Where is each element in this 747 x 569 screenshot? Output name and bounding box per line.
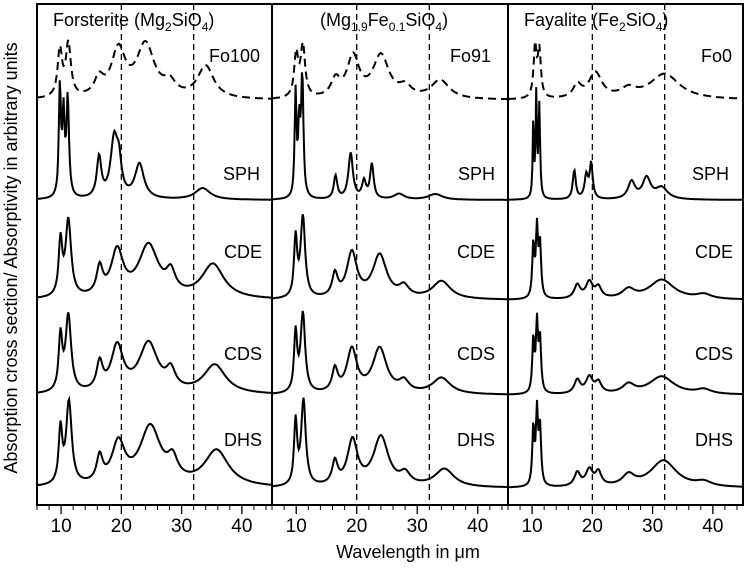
panel-title-part: ) — [662, 10, 668, 30]
panel-title-part: SiO — [172, 10, 202, 30]
spectrum-dhs-panel-1 — [36, 395, 273, 487]
plot-frame — [36, 3, 744, 506]
panel-title-3: Fayalite (Fe2SiO4) — [524, 10, 668, 34]
x-tick-label-40-panel-3: 40 — [702, 516, 723, 537]
curve-label-cds-panel-2: CDS — [457, 344, 495, 364]
spectrum-cde-panel-3 — [508, 217, 743, 301]
x-tick-label-20-panel-1: 20 — [111, 516, 132, 537]
spectrum-fo100-panel-1 — [36, 39, 272, 100]
x-tick-label-30-panel-2: 30 — [407, 516, 428, 537]
spectrum-dhs-panel-3 — [508, 399, 743, 489]
x-tick-label-10-panel-1: 10 — [51, 516, 72, 537]
spectrum-sph-panel-3 — [508, 87, 743, 201]
panel-title-part: (Mg — [320, 10, 351, 30]
x-tick-label-20-panel-2: 20 — [346, 516, 367, 537]
x-tick-label-10-panel-3: 10 — [522, 516, 543, 537]
x-axis-label: Wavelength in μm — [336, 542, 480, 562]
spectrum-sph-panel-1 — [37, 80, 272, 201]
x-tick-label-40-panel-1: 40 — [231, 516, 252, 537]
curve-label-fo100-panel-1: Fo100 — [209, 46, 260, 66]
spectrum-fo0-panel-3 — [507, 40, 744, 100]
curve-label-fo0-panel-3: Fo0 — [701, 46, 732, 66]
curve-label-cde-panel-3: CDE — [695, 242, 733, 262]
curve-label-sph-panel-2: SPH — [458, 164, 495, 184]
spectrum-sph-panel-2 — [271, 72, 508, 201]
panel-title-part: 2 — [165, 20, 172, 34]
curve-label-cds-panel-3: CDS — [695, 344, 733, 364]
panel-title-1: Forsterite (Mg2SiO4) — [53, 10, 214, 34]
x-tick-label-20-panel-3: 20 — [582, 516, 603, 537]
spectrum-cds-panel-3 — [507, 312, 743, 396]
curve-label-dhs-panel-3: DHS — [695, 430, 733, 450]
panel-title-part: 2 — [619, 20, 626, 34]
y-axis-label: Absorption cross section/ Absorptivity i… — [1, 42, 21, 473]
x-tick-label-40-panel-2: 40 — [467, 516, 488, 537]
spectrum-fo91-panel-2 — [271, 41, 508, 101]
x-tick-label-10-panel-2: 10 — [286, 516, 307, 537]
spectrum-cde-panel-1 — [36, 216, 273, 299]
curve-label-sph-panel-3: SPH — [692, 164, 729, 184]
curve-label-cde-panel-2: CDE — [457, 242, 495, 262]
spectrum-cds-panel-1 — [36, 312, 272, 394]
panel-title-part: 4 — [435, 20, 442, 34]
panel-title-part: Forsterite (Mg — [53, 10, 165, 30]
x-tick-label-30-panel-1: 30 — [171, 516, 192, 537]
curve-label-cds-panel-1: CDS — [224, 344, 262, 364]
panel-title-part: 4 — [656, 20, 663, 34]
spectrum-dhs-panel-2 — [272, 397, 508, 488]
panel-title-part: ) — [442, 10, 448, 30]
panel-title-part: 1.9 — [351, 20, 368, 34]
curve-label-dhs-panel-2: DHS — [457, 430, 495, 450]
panel-title-part: SiO — [626, 10, 656, 30]
curve-label-fo91-panel-2: Fo91 — [450, 46, 491, 66]
spectrum-cds-panel-2 — [271, 310, 509, 396]
curve-label-dhs-panel-1: DHS — [224, 430, 262, 450]
curve-label-sph-panel-1: SPH — [223, 164, 260, 184]
panel-title-part: SiO — [405, 10, 435, 30]
panel-title-part: ) — [208, 10, 214, 30]
spectrum-cde-panel-2 — [272, 214, 508, 301]
x-tick-label-30-panel-3: 30 — [642, 516, 663, 537]
panel-title-part: 4 — [202, 20, 209, 34]
panel-title-part: Fe — [368, 10, 389, 30]
curve-label-cde-panel-1: CDE — [224, 242, 262, 262]
panel-title-2: (Mg1.9Fe0.1SiO4) — [320, 10, 448, 34]
panel-title-part: Fayalite (Fe — [524, 10, 619, 30]
panel-title-part: 0.1 — [389, 20, 406, 34]
